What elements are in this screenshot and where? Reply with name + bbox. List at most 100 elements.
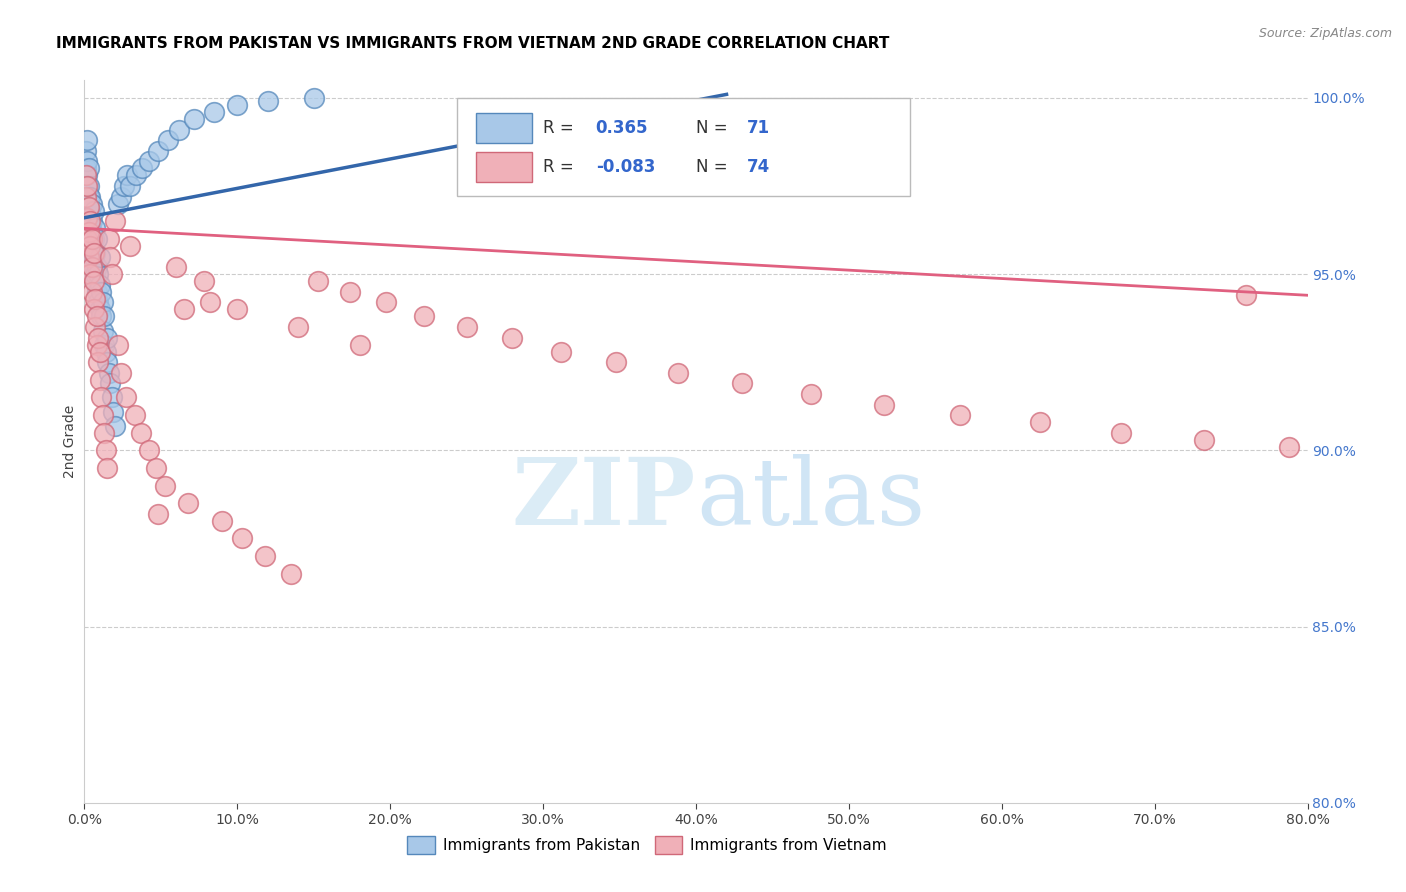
Point [83,274,105,288]
Point [800,387,823,401]
Point [80,239,103,253]
Point [145,461,167,475]
Point [456,320,478,334]
Point [86,260,108,274]
Point [84,274,107,288]
Point [502,330,524,344]
Point [146,507,169,521]
Point [89,302,111,317]
Point [89,250,111,264]
Point [77,250,100,264]
Point [198,295,221,310]
Point [93,310,115,324]
Point [114,391,136,405]
Point [83,203,105,218]
Text: R =: R = [543,119,579,137]
Point [80,260,103,274]
Point [79,239,101,253]
Point [120,239,142,253]
Point [155,478,177,492]
Text: atlas: atlas [696,454,925,544]
Point [110,366,132,380]
Point [91,408,114,422]
Point [731,376,754,391]
Text: Source: ZipAtlas.com: Source: ZipAtlas.com [1258,27,1392,40]
Point [93,425,115,440]
Point [90,285,112,299]
Point [280,566,302,581]
Point [412,310,434,324]
Point [157,133,180,147]
Legend: Immigrants from Pakistan, Immigrants from Vietnam: Immigrants from Pakistan, Immigrants fro… [401,830,893,860]
Point [89,277,111,292]
FancyBboxPatch shape [475,152,531,182]
Point [91,324,114,338]
Point [138,154,160,169]
Point [80,250,103,264]
Point [76,179,98,194]
Text: R =: R = [543,158,579,176]
Point [76,169,98,183]
Point [86,337,108,351]
Point [120,179,142,194]
Point [87,295,110,310]
Point [84,246,107,260]
Point [226,98,249,112]
Point [287,320,309,334]
Point [129,425,152,440]
Point [87,355,110,369]
Point [75,189,97,203]
Point [84,267,107,281]
Point [257,95,280,109]
Point [90,310,112,324]
Point [115,169,138,183]
Point [83,260,105,274]
Point [83,302,105,317]
Text: 0.365: 0.365 [596,119,648,137]
Point [1029,415,1052,429]
Point [104,418,127,433]
Point [76,196,98,211]
Point [79,214,101,228]
Point [86,285,108,299]
Point [89,344,111,359]
Point [77,161,100,176]
Text: 74: 74 [748,158,770,176]
Point [96,330,118,344]
Text: N =: N = [696,119,733,137]
Text: -0.083: -0.083 [596,158,655,176]
Point [173,302,195,317]
Point [75,144,97,158]
Point [75,179,97,194]
Point [94,443,117,458]
Point [231,532,253,546]
Point [80,196,103,211]
Point [949,408,972,422]
Point [101,391,124,405]
Point [1236,288,1258,302]
Text: IMMIGRANTS FROM PAKISTAN VS IMMIGRANTS FROM VIETNAM 2ND GRADE CORRELATION CHART: IMMIGRANTS FROM PAKISTAN VS IMMIGRANTS F… [56,36,890,51]
Point [77,214,100,228]
Point [125,169,148,183]
Point [79,232,101,246]
Point [79,189,101,203]
Point [605,355,627,369]
FancyBboxPatch shape [475,112,531,143]
Point [76,203,98,218]
Point [83,250,105,264]
Point [96,461,118,475]
Point [87,330,110,344]
Point [80,285,103,299]
FancyBboxPatch shape [457,98,910,196]
Point [349,337,371,351]
Point [226,302,249,317]
Point [80,214,103,228]
Text: 71: 71 [748,119,770,137]
Point [83,232,105,246]
Point [79,203,101,218]
Point [76,211,98,225]
Point [112,179,135,194]
Point [253,549,276,563]
Point [193,274,215,288]
Point [77,179,100,194]
